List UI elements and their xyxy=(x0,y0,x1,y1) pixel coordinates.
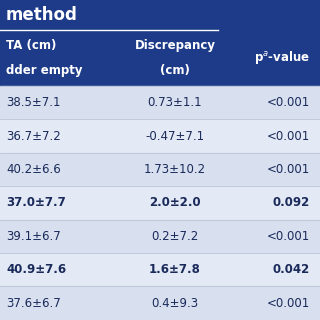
Text: 2.0±2.0: 2.0±2.0 xyxy=(149,196,201,209)
Bar xyxy=(0,286,320,320)
Text: method: method xyxy=(6,6,78,24)
Text: <0.001: <0.001 xyxy=(267,230,310,243)
Text: 40.9±7.6: 40.9±7.6 xyxy=(6,263,66,276)
Text: 0.2±7.2: 0.2±7.2 xyxy=(151,230,199,243)
Bar xyxy=(0,86,320,119)
Text: TA (cm): TA (cm) xyxy=(6,39,56,52)
Text: 0.092: 0.092 xyxy=(273,196,310,209)
Text: 1.73±10.2: 1.73±10.2 xyxy=(144,163,206,176)
Bar xyxy=(0,0,320,30)
Text: <0.001: <0.001 xyxy=(267,297,310,309)
Text: Discrepancy: Discrepancy xyxy=(134,39,215,52)
Text: -0.47±7.1: -0.47±7.1 xyxy=(145,130,204,143)
Bar xyxy=(0,220,320,253)
Bar xyxy=(0,186,320,220)
Text: 0.4±9.3: 0.4±9.3 xyxy=(151,297,199,309)
Text: 39.1±6.7: 39.1±6.7 xyxy=(6,230,61,243)
Text: (cm): (cm) xyxy=(160,64,190,77)
Text: 0.73±1.1: 0.73±1.1 xyxy=(148,96,202,109)
Bar xyxy=(0,119,320,153)
Text: dder empty: dder empty xyxy=(6,64,83,77)
Bar xyxy=(0,153,320,186)
Text: <0.001: <0.001 xyxy=(267,130,310,143)
Text: 1.6±7.8: 1.6±7.8 xyxy=(149,263,201,276)
Bar xyxy=(0,253,320,286)
Text: <0.001: <0.001 xyxy=(267,96,310,109)
Text: 37.0±7.7: 37.0±7.7 xyxy=(6,196,66,209)
Text: 40.2±6.6: 40.2±6.6 xyxy=(6,163,61,176)
Text: <0.001: <0.001 xyxy=(267,163,310,176)
Text: 36.7±7.2: 36.7±7.2 xyxy=(6,130,61,143)
Text: 0.042: 0.042 xyxy=(273,263,310,276)
Bar xyxy=(0,30,320,86)
Text: 37.6±6.7: 37.6±6.7 xyxy=(6,297,61,309)
Text: p$^a$-value: p$^a$-value xyxy=(254,50,310,67)
Text: 38.5±7.1: 38.5±7.1 xyxy=(6,96,60,109)
